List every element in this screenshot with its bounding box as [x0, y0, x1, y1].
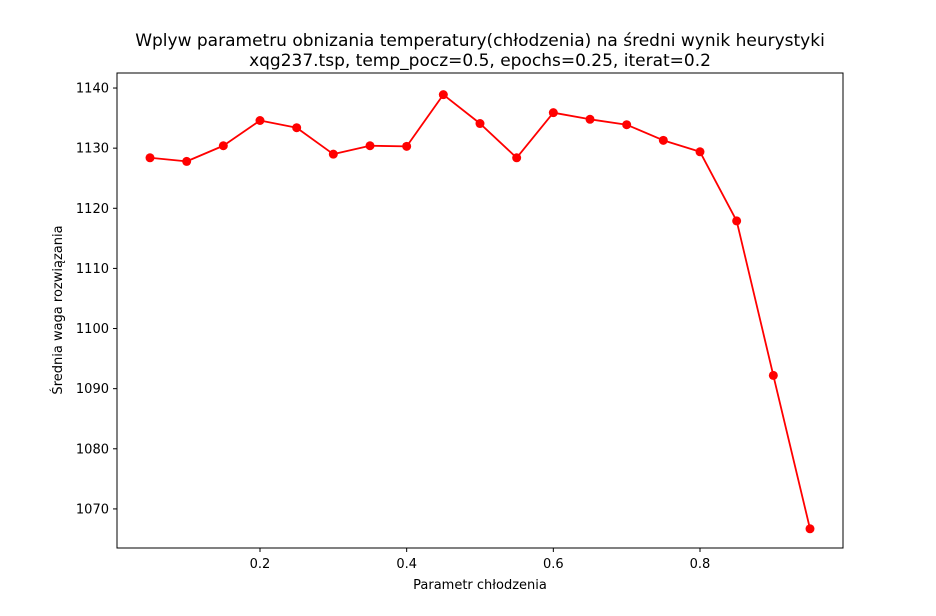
- x-tick-label: 0.6: [543, 557, 564, 572]
- x-axis-label: Parametr chłodzenia: [413, 578, 547, 593]
- y-tick-label: 1100: [76, 322, 109, 337]
- data-point: [732, 216, 742, 226]
- data-point: [622, 120, 632, 130]
- y-tick-label: 1130: [76, 142, 109, 157]
- data-point: [695, 147, 705, 157]
- data-point: [805, 524, 815, 534]
- data-point: [548, 108, 558, 118]
- y-tick-label: 1140: [76, 82, 109, 97]
- series-line: [149, 93, 811, 529]
- data-point: [255, 116, 265, 125]
- y-tick-label: 1080: [76, 442, 109, 457]
- x-tick-label: 0.4: [396, 557, 417, 572]
- data-point: [292, 123, 302, 133]
- data-point: [182, 156, 192, 166]
- data-point: [768, 370, 778, 380]
- y-tick-label: 1120: [76, 202, 109, 217]
- y-tick-label: 1110: [76, 262, 109, 277]
- y-axis-label: Średnia waga rozwiązania: [50, 225, 66, 394]
- data-point: [475, 119, 485, 129]
- chart-subtitle: xqg237.tsp, temp_pocz=0.5, epochs=0.25, …: [249, 51, 711, 71]
- x-tick-label: 0.8: [690, 557, 711, 572]
- data-point: [402, 141, 412, 151]
- data-point: [512, 153, 522, 163]
- plot-frame: [116, 72, 844, 549]
- data-point: [658, 135, 668, 145]
- x-tick-label: 0.2: [250, 557, 271, 572]
- data-point: [328, 149, 338, 159]
- data-point: [365, 141, 375, 151]
- data-point: [438, 90, 448, 100]
- data-point: [145, 153, 155, 163]
- y-tick-label: 1070: [76, 502, 109, 517]
- data-point: [585, 114, 595, 124]
- y-tick-label: 1090: [76, 382, 109, 397]
- chart-title: Wplyw parametru obnizania temperatury(ch…: [135, 31, 825, 51]
- data-point: [218, 141, 228, 151]
